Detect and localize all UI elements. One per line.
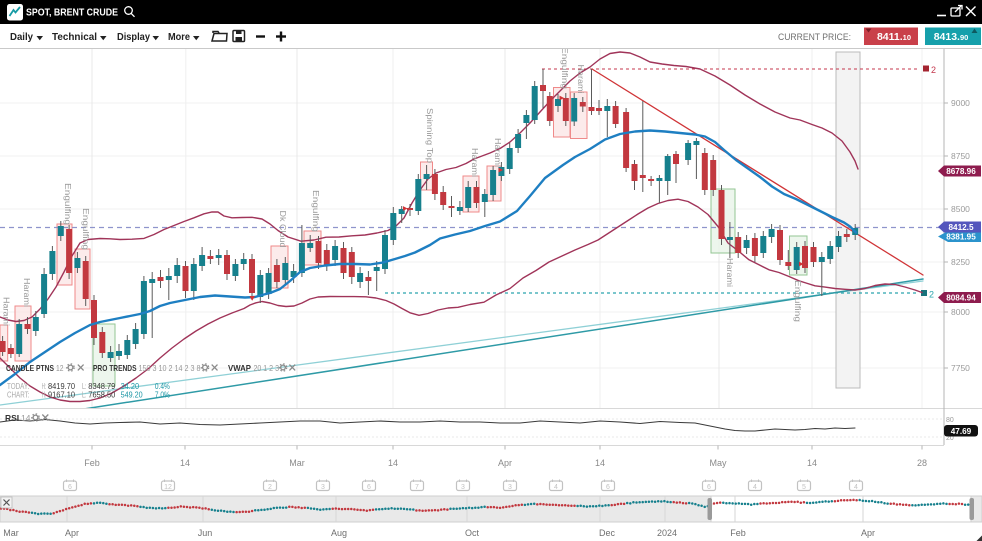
svg-text:4: 4 bbox=[554, 484, 558, 491]
svg-text:SPOT, BRENT CRUDE: SPOT, BRENT CRUDE bbox=[26, 8, 118, 19]
svg-text:7: 7 bbox=[415, 484, 419, 491]
svg-text:8084.94: 8084.94 bbox=[946, 294, 976, 303]
svg-text:Harami: Harami bbox=[2, 297, 12, 326]
svg-text:Apr: Apr bbox=[65, 528, 79, 538]
svg-text:5: 5 bbox=[802, 484, 806, 491]
svg-text:L:: L: bbox=[82, 382, 87, 391]
svg-text:14: 14 bbox=[595, 458, 605, 468]
svg-text:28: 28 bbox=[917, 458, 927, 468]
svg-text:Dk Cloud: Dk Cloud bbox=[278, 211, 288, 248]
svg-text:Harami: Harami bbox=[22, 278, 32, 307]
svg-text:Feb: Feb bbox=[84, 458, 100, 468]
svg-text:8419.70: 8419.70 bbox=[48, 382, 76, 391]
svg-text:3: 3 bbox=[321, 484, 325, 491]
svg-text:Harami: Harami bbox=[493, 138, 503, 167]
svg-text:Harami: Harami bbox=[725, 258, 735, 287]
svg-text:Engulfing: Engulfing bbox=[560, 47, 570, 89]
svg-text:12: 12 bbox=[164, 484, 172, 491]
svg-text:Harami: Harami bbox=[470, 148, 480, 177]
svg-text:CANDLE PTNS: CANDLE PTNS bbox=[6, 363, 54, 373]
svg-text:Engulfing: Engulfing bbox=[311, 190, 321, 232]
svg-text:2024: 2024 bbox=[657, 528, 677, 538]
svg-text:Harami: Harami bbox=[576, 65, 586, 94]
svg-text:14: 14 bbox=[180, 458, 190, 468]
svg-text:Aug: Aug bbox=[331, 528, 347, 538]
svg-text:8381.95: 8381.95 bbox=[946, 233, 976, 242]
svg-text:47.69: 47.69 bbox=[951, 427, 972, 436]
svg-text:Jun: Jun bbox=[198, 528, 213, 538]
svg-text:TODAY:: TODAY: bbox=[7, 382, 30, 391]
svg-text:14: 14 bbox=[21, 413, 31, 423]
svg-text:34.20: 34.20 bbox=[121, 382, 140, 391]
svg-text:VWAP: VWAP bbox=[228, 363, 251, 373]
svg-text:Dec: Dec bbox=[599, 528, 616, 538]
svg-text:H:: H: bbox=[42, 391, 47, 400]
svg-text:3: 3 bbox=[508, 484, 512, 491]
svg-text:2: 2 bbox=[931, 65, 936, 75]
svg-text:14: 14 bbox=[807, 458, 817, 468]
svg-text:L:: L: bbox=[82, 391, 87, 400]
svg-text:9167.10: 9167.10 bbox=[48, 391, 76, 400]
svg-text:8413.90: 8413.90 bbox=[934, 31, 969, 43]
svg-text:Mar: Mar bbox=[3, 528, 19, 538]
svg-text:May: May bbox=[709, 458, 727, 468]
svg-text:RSI: RSI bbox=[5, 413, 19, 423]
svg-text:0.4%: 0.4% bbox=[155, 382, 170, 391]
svg-text:14: 14 bbox=[388, 458, 398, 468]
svg-text:PRO TRENDS: PRO TRENDS bbox=[93, 363, 137, 373]
svg-text:7658.50: 7658.50 bbox=[88, 391, 116, 400]
svg-text:6: 6 bbox=[606, 484, 610, 491]
svg-text:8000: 8000 bbox=[951, 307, 970, 317]
svg-text:2: 2 bbox=[929, 290, 934, 300]
svg-text:8348.79: 8348.79 bbox=[88, 382, 116, 391]
svg-text:H:: H: bbox=[42, 382, 47, 391]
svg-text:20: 20 bbox=[946, 435, 954, 442]
svg-text:Engulfing: Engulfing bbox=[63, 183, 73, 225]
svg-text:8411.10: 8411.10 bbox=[877, 31, 911, 43]
svg-text:6: 6 bbox=[68, 484, 72, 491]
svg-text:9000: 9000 bbox=[951, 98, 970, 108]
svg-text:7750: 7750 bbox=[951, 363, 970, 373]
svg-text:Technical: Technical bbox=[52, 32, 97, 43]
svg-text:80: 80 bbox=[946, 417, 954, 424]
svg-text:4: 4 bbox=[753, 484, 757, 491]
svg-text:4: 4 bbox=[854, 484, 858, 491]
svg-text:More: More bbox=[168, 32, 190, 43]
svg-text:8250: 8250 bbox=[951, 257, 970, 267]
svg-text:Display: Display bbox=[117, 32, 150, 43]
svg-text:Spinning Top: Spinning Top bbox=[425, 108, 435, 163]
svg-text:8412.5: 8412.5 bbox=[948, 223, 973, 232]
svg-text:Apr: Apr bbox=[498, 458, 512, 468]
svg-text:Mar: Mar bbox=[289, 458, 305, 468]
svg-text:Apr: Apr bbox=[861, 528, 875, 538]
svg-text:Daily: Daily bbox=[10, 32, 33, 43]
svg-text:20 1 2 3: 20 1 2 3 bbox=[254, 363, 280, 373]
svg-text:549.20: 549.20 bbox=[121, 391, 143, 400]
svg-text:3: 3 bbox=[461, 484, 465, 491]
svg-text:6: 6 bbox=[367, 484, 371, 491]
svg-text:8500: 8500 bbox=[951, 204, 970, 214]
svg-text:8750: 8750 bbox=[951, 151, 970, 161]
svg-text:12: 12 bbox=[56, 363, 64, 373]
svg-text:8678.96: 8678.96 bbox=[946, 167, 976, 176]
svg-text:150 3 10 2 14 2 3 8: 150 3 10 2 14 2 3 8 bbox=[139, 363, 201, 373]
svg-text:6: 6 bbox=[707, 484, 711, 491]
svg-text:2: 2 bbox=[268, 484, 272, 491]
svg-text:CHART:: CHART: bbox=[7, 391, 30, 400]
svg-text:7.0%: 7.0% bbox=[155, 391, 170, 400]
svg-text:Oct: Oct bbox=[465, 528, 480, 538]
svg-text:Feb: Feb bbox=[730, 528, 746, 538]
svg-text:Engulfing: Engulfing bbox=[793, 280, 803, 322]
svg-text:CURRENT PRICE:: CURRENT PRICE: bbox=[778, 32, 851, 43]
svg-text:Engulfing: Engulfing bbox=[81, 208, 91, 250]
